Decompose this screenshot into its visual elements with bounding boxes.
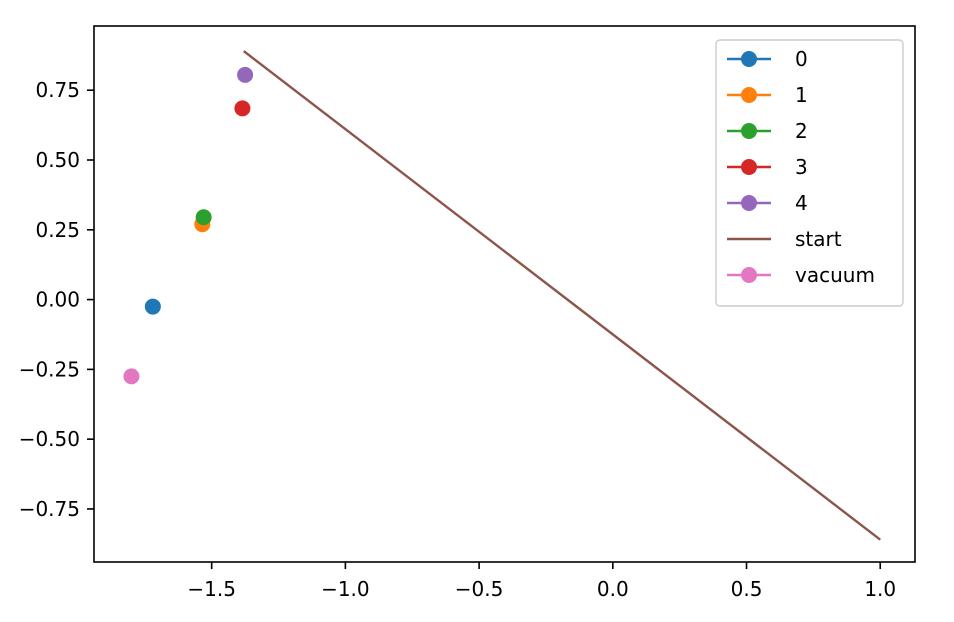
legend-marker bbox=[741, 267, 757, 283]
y-tick-label: 0.00 bbox=[35, 288, 80, 312]
legend-item: 4 bbox=[727, 191, 808, 215]
legend-label: 4 bbox=[795, 191, 808, 215]
legend-label: start bbox=[795, 227, 842, 251]
plot-series bbox=[123, 50, 881, 541]
x-tick-label: −1.5 bbox=[187, 577, 236, 601]
legend-label: 0 bbox=[795, 47, 808, 71]
legend-item: start bbox=[727, 227, 842, 251]
legend-marker bbox=[741, 195, 757, 211]
data-point-0 bbox=[144, 298, 161, 315]
legend: 0 1 2 3 4 start vacuum bbox=[715, 39, 904, 307]
y-tick-label: −0.25 bbox=[19, 357, 80, 381]
x-tick-label: 0.5 bbox=[731, 577, 763, 601]
plot-frame bbox=[93, 25, 916, 563]
legend-label: 2 bbox=[795, 119, 808, 143]
x-tick-label: −0.5 bbox=[455, 577, 504, 601]
x-tick-label: 0.0 bbox=[597, 577, 629, 601]
y-tick-label: 0.75 bbox=[35, 78, 80, 102]
x-tick-label: 1.0 bbox=[864, 577, 896, 601]
legend-item: vacuum bbox=[727, 263, 875, 287]
legend-label: 3 bbox=[795, 155, 808, 179]
data-point-4 bbox=[237, 66, 254, 83]
data-point-2 bbox=[195, 209, 212, 226]
data-point-vacuum bbox=[123, 368, 140, 385]
legend-label: vacuum bbox=[795, 263, 875, 287]
y-tick-label: 0.25 bbox=[35, 218, 80, 242]
y-tick-label: −0.75 bbox=[19, 497, 80, 521]
y-tick-label: 0.50 bbox=[35, 148, 80, 172]
legend-item: 0 bbox=[727, 47, 808, 71]
x-tick-label: −1.0 bbox=[321, 577, 370, 601]
y-tick-label: −0.50 bbox=[19, 427, 80, 451]
x-axis: −1.5 −1.0 −0.5 0.0 0.5 1.0 bbox=[187, 562, 896, 601]
legend-marker bbox=[741, 51, 757, 67]
legend-marker bbox=[741, 123, 757, 139]
legend-item: 1 bbox=[727, 83, 808, 107]
legend-label: 1 bbox=[795, 83, 808, 107]
legend-item: 3 bbox=[727, 155, 808, 179]
series-line-start bbox=[243, 50, 881, 541]
legend-marker bbox=[741, 159, 757, 175]
legend-item: 2 bbox=[727, 119, 808, 143]
legend-marker bbox=[741, 87, 757, 103]
data-point-3 bbox=[234, 100, 251, 117]
y-axis: −0.75 −0.50 −0.25 0.00 0.25 0.50 0.75 bbox=[19, 78, 94, 521]
